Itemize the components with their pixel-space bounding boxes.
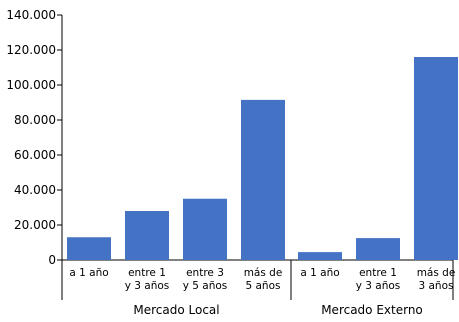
bars: [67, 57, 458, 260]
bar: [241, 99, 285, 260]
y-tick-label: 140.000: [6, 8, 56, 22]
y-tick-label: 60.000: [14, 148, 56, 162]
group-label: Mercado Local: [133, 303, 219, 317]
x-tick-label: a 1 año: [69, 267, 108, 279]
x-tick-label: a 1 año: [300, 267, 339, 279]
x-tick-label: más de 5 años: [244, 267, 283, 292]
bar: [356, 238, 400, 260]
y-tick-label: 120.000: [6, 43, 56, 57]
group-label: Mercado Externo: [321, 303, 423, 317]
bar: [414, 57, 458, 260]
group-labels: Mercado Local Mercado Externo: [133, 303, 422, 317]
bar: [67, 237, 111, 260]
y-tick-label: 100.000: [6, 78, 56, 92]
y-tick-label: 0: [48, 253, 56, 267]
bar: [183, 198, 227, 260]
x-tick-label: más de 3 años: [417, 267, 456, 292]
bar: [125, 211, 169, 260]
y-tick-label: 40.000: [14, 183, 56, 197]
y-axis: 0 20.000 40.000 60.000 80.000 100.000 120.000 1…: [6, 8, 63, 267]
y-tick-label: 20.000: [14, 218, 56, 232]
bar: [298, 252, 342, 260]
y-tick-label: 80.000: [14, 113, 56, 127]
